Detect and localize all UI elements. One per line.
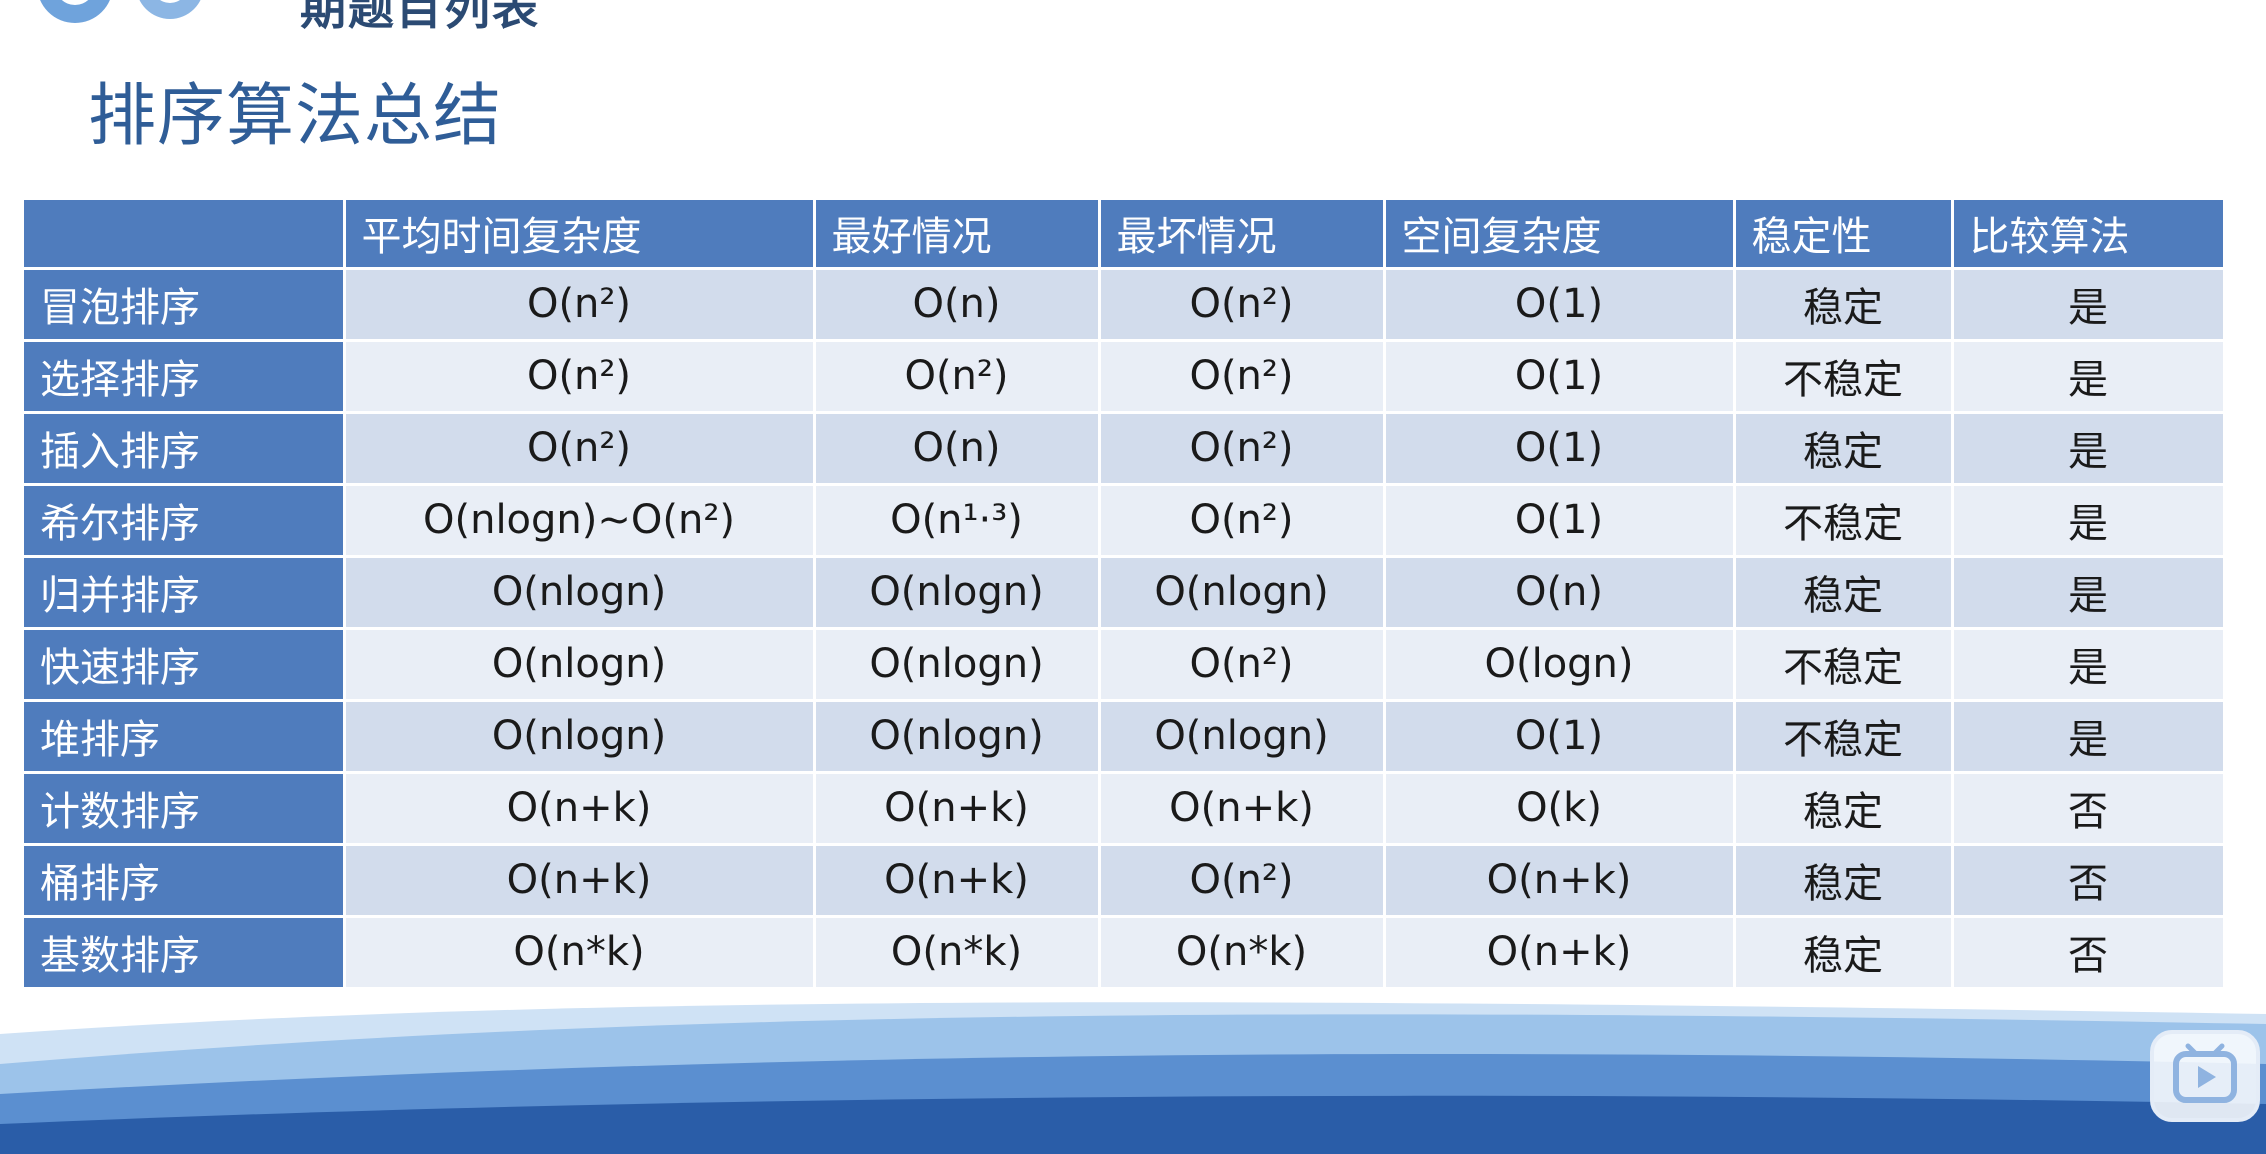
space-cell: O(1) — [1384, 268, 1736, 342]
comparison-cell: 是 — [1952, 340, 2226, 414]
algorithm-name: 基数排序 — [24, 916, 346, 990]
stability-cell: 稳定 — [1734, 916, 1954, 990]
avg-time-cell: O(nlogn)~O(n²) — [344, 484, 816, 558]
worst-case-cell: O(nlogn) — [1099, 556, 1386, 630]
table-row: 堆排序 O(nlogn) O(nlogn) O(nlogn) O(1) 不稳定 … — [24, 700, 2226, 774]
avg-time-cell: O(n²) — [344, 268, 816, 342]
stability-cell: 稳定 — [1734, 412, 1954, 486]
table-row: 桶排序 O(n+k) O(n+k) O(n²) O(n+k) 稳定 否 — [24, 844, 2226, 918]
avg-time-cell: O(nlogn) — [344, 700, 816, 774]
avg-time-cell: O(n²) — [344, 412, 816, 486]
avg-time-cell: O(nlogn) — [344, 556, 816, 630]
best-case-cell: O(n) — [814, 412, 1101, 486]
play-icon — [2173, 1043, 2237, 1103]
table-row: 希尔排序 O(nlogn)~O(n²) O(n¹·³) O(n²) O(1) 不… — [24, 484, 2226, 558]
space-cell: O(k) — [1384, 772, 1736, 846]
column-header-avg-time: 平均时间复杂度 — [344, 200, 816, 270]
comparison-cell: 是 — [1952, 556, 2226, 630]
algorithm-name: 插入排序 — [24, 412, 346, 486]
best-case-cell: O(n*k) — [814, 916, 1101, 990]
worst-case-cell: O(n²) — [1099, 628, 1386, 702]
best-case-cell: O(n) — [814, 268, 1101, 342]
table-row: 选择排序 O(n²) O(n²) O(n²) O(1) 不稳定 是 — [24, 340, 2226, 414]
algorithm-name: 堆排序 — [24, 700, 346, 774]
best-case-cell: O(n+k) — [814, 844, 1101, 918]
worst-case-cell: O(n²) — [1099, 484, 1386, 558]
column-header-worst-case: 最坏情况 — [1099, 200, 1386, 270]
column-header-comparison: 比较算法 — [1952, 200, 2226, 270]
worst-case-cell: O(n²) — [1099, 844, 1386, 918]
algorithm-name: 选择排序 — [24, 340, 346, 414]
comparison-cell: 是 — [1952, 700, 2226, 774]
comparison-cell: 是 — [1952, 268, 2226, 342]
table-row: 快速排序 O(nlogn) O(nlogn) O(n²) O(logn) 不稳定… — [24, 628, 2226, 702]
space-cell: O(1) — [1384, 340, 1736, 414]
best-case-cell: O(nlogn) — [814, 628, 1101, 702]
stability-cell: 稳定 — [1734, 268, 1954, 342]
best-case-cell: O(n¹·³) — [814, 484, 1101, 558]
corner-decoration-icon — [2036, 0, 2146, 6]
comparison-cell: 否 — [1952, 916, 2226, 990]
space-cell: O(n+k) — [1384, 916, 1736, 990]
slide-title: 排序算法总结 — [88, 77, 503, 156]
worst-case-cell: O(n²) — [1099, 340, 1386, 414]
best-case-cell: O(nlogn) — [814, 700, 1101, 774]
column-header-best-case: 最好情况 — [814, 200, 1101, 270]
algorithm-name: 归并排序 — [24, 556, 346, 630]
worst-case-cell: O(n²) — [1099, 268, 1386, 342]
stability-cell: 稳定 — [1734, 844, 1954, 918]
comparison-cell: 是 — [1952, 412, 2226, 486]
column-header-blank — [24, 200, 346, 270]
algorithm-name: 希尔排序 — [24, 484, 346, 558]
cut-header-title: 期题目列表 — [300, 0, 540, 35]
bottom-wave-decoration — [0, 1002, 2266, 1154]
stability-cell: 不稳定 — [1734, 340, 1954, 414]
algorithm-name: 快速排序 — [24, 628, 346, 702]
stability-cell: 不稳定 — [1734, 700, 1954, 774]
table-header-row: 平均时间复杂度 最好情况 最坏情况 空间复杂度 稳定性 比较算法 — [24, 200, 2226, 270]
comparison-cell: 是 — [1952, 628, 2226, 702]
space-cell: O(1) — [1384, 412, 1736, 486]
worst-case-cell: O(nlogn) — [1099, 700, 1386, 774]
space-cell: O(n) — [1384, 556, 1736, 630]
stability-cell: 稳定 — [1734, 772, 1954, 846]
algorithm-name: 计数排序 — [24, 772, 346, 846]
table-row: 计数排序 O(n+k) O(n+k) O(n+k) O(k) 稳定 否 — [24, 772, 2226, 846]
space-cell: O(1) — [1384, 484, 1736, 558]
avg-time-cell: O(n*k) — [344, 916, 816, 990]
table-row: 基数排序 O(n*k) O(n*k) O(n*k) O(n+k) 稳定 否 — [24, 916, 2226, 990]
avg-time-cell: O(n+k) — [344, 772, 816, 846]
space-cell: O(1) — [1384, 700, 1736, 774]
column-header-stability: 稳定性 — [1734, 200, 1954, 270]
space-cell: O(n+k) — [1384, 844, 1736, 918]
avg-time-cell: O(n+k) — [344, 844, 816, 918]
best-case-cell: O(nlogn) — [814, 556, 1101, 630]
stability-cell: 稳定 — [1734, 556, 1954, 630]
worst-case-cell: O(n²) — [1099, 412, 1386, 486]
worst-case-cell: O(n+k) — [1099, 772, 1386, 846]
stability-cell: 不稳定 — [1734, 628, 1954, 702]
avg-time-cell: O(nlogn) — [344, 628, 816, 702]
comparison-cell: 是 — [1952, 484, 2226, 558]
algorithm-name: 桶排序 — [24, 844, 346, 918]
avg-time-cell: O(n²) — [344, 340, 816, 414]
video-play-button[interactable] — [2150, 1030, 2260, 1122]
best-case-cell: O(n+k) — [814, 772, 1101, 846]
gear-logo-icon — [40, 0, 201, 23]
space-cell: O(logn) — [1384, 628, 1736, 702]
column-header-space: 空间复杂度 — [1384, 200, 1736, 270]
comparison-cell: 否 — [1952, 772, 2226, 846]
worst-case-cell: O(n*k) — [1099, 916, 1386, 990]
stability-cell: 不稳定 — [1734, 484, 1954, 558]
algorithm-name: 冒泡排序 — [24, 268, 346, 342]
comparison-cell: 否 — [1952, 844, 2226, 918]
table-row: 插入排序 O(n²) O(n) O(n²) O(1) 稳定 是 — [24, 412, 2226, 486]
best-case-cell: O(n²) — [814, 340, 1101, 414]
table-row: 冒泡排序 O(n²) O(n) O(n²) O(1) 稳定 是 — [24, 268, 2226, 342]
sorting-summary-table: 平均时间复杂度 最好情况 最坏情况 空间复杂度 稳定性 比较算法 冒泡排序 O(… — [24, 200, 2226, 990]
table-row: 归并排序 O(nlogn) O(nlogn) O(nlogn) O(n) 稳定 … — [24, 556, 2226, 630]
